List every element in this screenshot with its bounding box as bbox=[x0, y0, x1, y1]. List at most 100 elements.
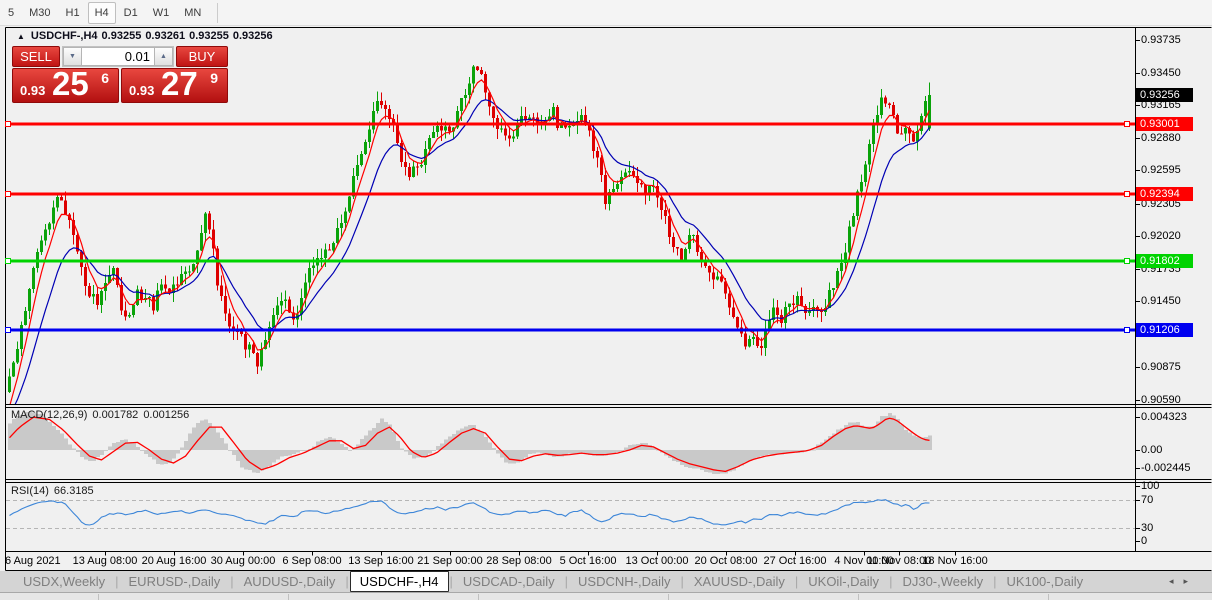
rsi-axis-label: 0 bbox=[1141, 535, 1148, 547]
macd-axis-label: 0.00 bbox=[1141, 444, 1163, 456]
rsi-line bbox=[9, 499, 930, 526]
line-handle[interactable] bbox=[1124, 191, 1130, 197]
quote-close: 0.93256 bbox=[232, 30, 273, 42]
line-handle[interactable] bbox=[1124, 258, 1130, 264]
rsi-axis-label: 70 bbox=[1141, 494, 1154, 506]
time-axis-label: 21 Sep 00:00 bbox=[417, 555, 483, 567]
volume-increase-button[interactable]: ▲ bbox=[154, 47, 173, 66]
sell-price-big: 25 bbox=[52, 65, 89, 102]
buy-price-big: 27 bbox=[161, 65, 198, 102]
volume-stepper: ▼ ▲ bbox=[62, 46, 174, 67]
chart-tab-USDCNH-Daily[interactable]: USDCNH-,Daily bbox=[578, 574, 671, 589]
timeframe-button-H4[interactable]: H4 bbox=[87, 1, 116, 24]
tab-separator: | bbox=[345, 574, 349, 589]
timeframe-button-W1[interactable]: W1 bbox=[152, 6, 170, 19]
statusbar-separator bbox=[1048, 594, 1049, 600]
sell-button[interactable]: SELL bbox=[12, 46, 60, 67]
tab-scroll-right-icon[interactable]: ▸ bbox=[1183, 576, 1198, 586]
sell-price-pip: 6 bbox=[101, 70, 109, 86]
candlestick-series bbox=[8, 65, 931, 394]
chart-tab-UK100-Daily[interactable]: UK100-,Daily bbox=[1006, 574, 1084, 589]
macd-signal-value: 0.001256 bbox=[143, 409, 190, 421]
price-line-tag: 0.91206 bbox=[1136, 323, 1193, 337]
macd-axis-label: 0.004323 bbox=[1141, 411, 1187, 423]
chart-tab-UKOil-Daily[interactable]: UKOil-,Daily bbox=[808, 574, 880, 589]
price-axis-label: 0.91450 bbox=[1141, 295, 1181, 307]
time-axis-label: 27 Oct 16:00 bbox=[763, 555, 827, 567]
time-axis-label: 20 Oct 08:00 bbox=[694, 555, 758, 567]
chart-tab-bar: USDX,Weekly | EURUSD-,Daily | AUDUSD-,Daily |… bbox=[0, 571, 1212, 592]
macd-histogram bbox=[8, 412, 932, 475]
volume-decrease-button[interactable]: ▼ bbox=[63, 47, 82, 66]
price-axis-label: 0.90875 bbox=[1141, 361, 1181, 373]
horizontal-line-0.91802[interactable] bbox=[5, 258, 1136, 264]
one-click-trading-panel: SELL ▼ ▲ BUY 0.93 25 6 0.93 27 9 bbox=[12, 46, 228, 103]
chart-tab-XAUUSD-Daily[interactable]: XAUUSD-,Daily bbox=[693, 574, 785, 589]
tab-scroll-arrows: ◂▸ bbox=[1169, 576, 1198, 587]
timeframe-button-D1[interactable]: D1 bbox=[123, 6, 138, 19]
rsi-axis-label: 100 bbox=[1141, 480, 1160, 492]
chart-tab-AUDUSD-Daily[interactable]: AUDUSD-,Daily bbox=[243, 574, 336, 589]
sell-price-button[interactable]: 0.93 25 6 bbox=[12, 65, 119, 103]
statusbar-separator bbox=[288, 594, 289, 600]
time-axis-label: 6 Aug 2021 bbox=[5, 555, 61, 567]
line-handle[interactable] bbox=[5, 191, 11, 197]
chart-tab-USDCAD-Daily[interactable]: USDCAD-,Daily bbox=[462, 574, 555, 589]
rsi-indicator-label: RSI(14) 66.3185 bbox=[11, 485, 99, 497]
line-handle[interactable] bbox=[5, 258, 11, 264]
horizontal-line-0.91206[interactable] bbox=[5, 327, 1136, 333]
rsi-axis-label: 30 bbox=[1141, 522, 1154, 534]
line-handle[interactable] bbox=[1124, 327, 1130, 333]
chart-symbol-period: USDCHF-,H4 bbox=[30, 30, 98, 42]
timeframe-button-M30[interactable]: M30 bbox=[29, 6, 51, 19]
chart-quote-header: ▲ USDCHF-,H4 0.93255 0.93261 0.93255 0.93256 bbox=[17, 30, 277, 42]
chart-tab-EURUSD-Daily[interactable]: EURUSD-,Daily bbox=[128, 574, 221, 589]
price-line-tag: 0.91802 bbox=[1136, 254, 1193, 268]
line-handle[interactable] bbox=[5, 327, 11, 333]
buy-price-button[interactable]: 0.93 27 9 bbox=[121, 65, 228, 103]
chart-tab-USDX-Weekly[interactable]: USDX,Weekly bbox=[23, 574, 106, 589]
price-axis-label: 0.90590 bbox=[1141, 394, 1181, 406]
price-axis-label: 0.92880 bbox=[1141, 132, 1181, 144]
chart-tab-USDCHF-H4[interactable]: USDCHF-,H4 bbox=[349, 571, 449, 592]
tab-separator: | bbox=[230, 574, 234, 589]
toolbar-separator bbox=[217, 2, 219, 23]
tab-separator: | bbox=[794, 574, 799, 589]
tab-scroll-left-icon[interactable]: ◂ bbox=[1168, 576, 1184, 586]
macd-signal-line bbox=[9, 416, 930, 473]
horizontal-line-0.93001[interactable] bbox=[5, 121, 1136, 127]
rsi-name: RSI(14) bbox=[11, 485, 49, 497]
line-handle[interactable] bbox=[1124, 121, 1130, 127]
timeframe-button-H1[interactable]: H1 bbox=[65, 6, 80, 19]
line-handle[interactable] bbox=[5, 121, 11, 127]
time-axis-label: 6 Sep 08:00 bbox=[282, 555, 342, 567]
ma-fast-line bbox=[9, 79, 931, 404]
price-axis-label: 0.93735 bbox=[1141, 34, 1181, 46]
timeframe-button-5[interactable]: 5 bbox=[8, 6, 15, 19]
tab-separator: | bbox=[449, 574, 453, 589]
price-axis-label: 0.93450 bbox=[1141, 67, 1181, 79]
volume-input[interactable] bbox=[82, 47, 154, 66]
status-bar bbox=[0, 592, 1212, 600]
quote-high: 0.93261 bbox=[145, 30, 186, 42]
statusbar-separator bbox=[858, 594, 859, 600]
chevron-down-icon: ▼ bbox=[69, 53, 76, 60]
time-axis-label: 11 Nov 08:00 bbox=[866, 555, 932, 567]
time-axis-label: 13 Oct 00:00 bbox=[625, 555, 689, 567]
current-price-tag: 0.93256 bbox=[1136, 88, 1193, 102]
chart-tab-DJ30-Weekly[interactable]: DJ30-,Weekly bbox=[902, 574, 984, 589]
macd-name: MACD(12,26,9) bbox=[11, 409, 88, 421]
price-axis-label: 0.92305 bbox=[1141, 198, 1181, 210]
tab-separator: | bbox=[115, 574, 119, 589]
buy-button[interactable]: BUY bbox=[176, 46, 228, 67]
horizontal-line-0.92394[interactable] bbox=[5, 191, 1136, 197]
time-axis-label: 30 Aug 00:00 bbox=[210, 555, 276, 567]
quote-panel-toggle-icon[interactable]: ▲ bbox=[17, 32, 25, 41]
timeframe-button-MN[interactable]: MN bbox=[184, 6, 202, 19]
time-axis-label: 4 Nov 00:00 bbox=[834, 555, 894, 567]
time-axis-label: 13 Sep 16:00 bbox=[348, 555, 414, 567]
rsi-value: 66.3185 bbox=[53, 485, 94, 497]
tab-separator: | bbox=[993, 574, 997, 589]
